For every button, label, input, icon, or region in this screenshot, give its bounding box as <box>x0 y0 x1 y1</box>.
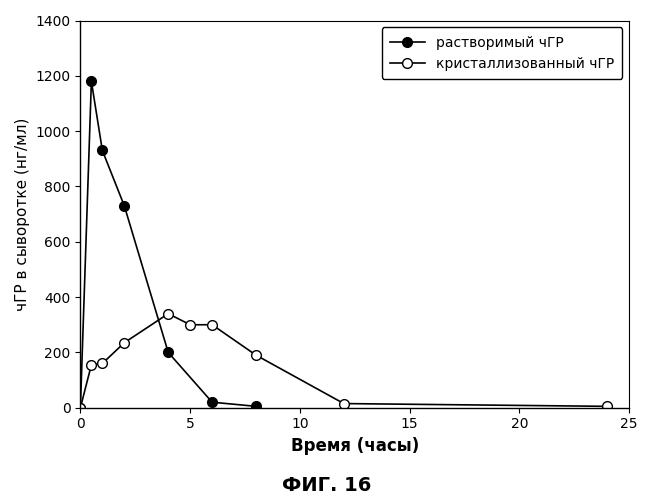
растворимый чГР <box>99 148 106 154</box>
кристаллизованный чГР <box>603 404 611 409</box>
X-axis label: Время (часы): Время (часы) <box>291 437 419 455</box>
Text: ФИГ. 16: ФИГ. 16 <box>282 476 371 495</box>
кристаллизованный чГР <box>99 360 106 366</box>
кристаллизованный чГР <box>88 362 95 368</box>
Legend: растворимый чГР, кристаллизованный чГР: растворимый чГР, кристаллизованный чГР <box>381 28 622 79</box>
растворимый чГР <box>165 350 172 356</box>
Line: растворимый чГР: растворимый чГР <box>76 76 261 412</box>
кристаллизованный чГР <box>186 322 194 328</box>
растворимый чГР <box>120 203 128 209</box>
кристаллизованный чГР <box>252 352 260 358</box>
Line: кристаллизованный чГР: кристаллизованный чГР <box>76 309 612 412</box>
растворимый чГР <box>208 399 216 405</box>
растворимый чГР <box>76 404 84 410</box>
кристаллизованный чГР <box>208 322 216 328</box>
растворимый чГР <box>88 78 95 84</box>
кристаллизованный чГР <box>165 310 172 316</box>
кристаллизованный чГР <box>120 340 128 345</box>
кристаллизованный чГР <box>340 400 348 406</box>
кристаллизованный чГР <box>76 404 84 410</box>
растворимый чГР <box>252 404 260 409</box>
Y-axis label: чГР в сыворотке (нг/мл): чГР в сыворотке (нг/мл) <box>15 118 30 311</box>
